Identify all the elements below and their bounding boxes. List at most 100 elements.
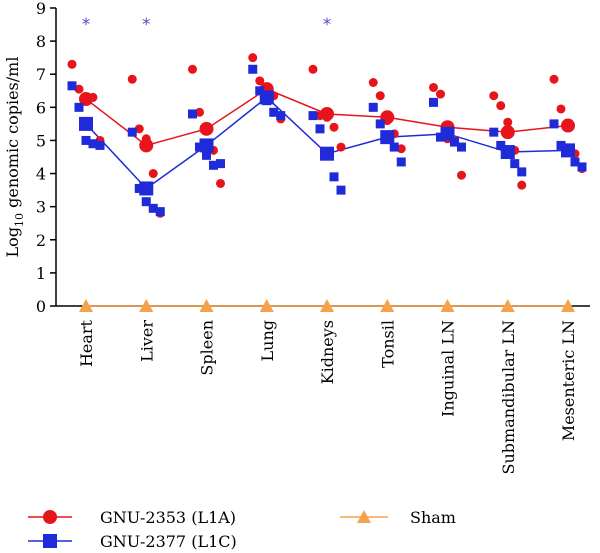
legend-label-gnu-2377: GNU-2377 (L1C) — [100, 532, 237, 551]
data-point-gnu-2377-l1c — [155, 207, 165, 217]
y-tick-label: 5 — [36, 131, 46, 150]
data-point-gnu-2377-l1c — [202, 150, 211, 160]
data-point-gnu-2377-l1c — [127, 127, 137, 137]
data-point-gnu-2377-l1c — [248, 64, 258, 74]
data-point-gnu-2353-l1a — [148, 169, 158, 179]
mean-marker-gnu-2377-l1c — [139, 181, 154, 196]
data-point-gnu-2353-l1a — [503, 117, 513, 127]
x-tick-label-kidneys: Kidneys — [318, 320, 337, 384]
mean-marker-gnu-2353-l1a — [79, 92, 93, 107]
data-point-gnu-2353-l1a — [329, 122, 339, 132]
data-point-gnu-2353-l1a — [517, 180, 527, 190]
data-point-gnu-2353-l1a — [429, 82, 438, 92]
data-point-gnu-2377-l1c — [148, 203, 158, 213]
data-point-gnu-2353-l1a — [216, 178, 225, 188]
data-point-gnu-2353-l1a — [556, 104, 566, 114]
x-tick-label-inguinal-ln: Inguinal LN — [439, 320, 458, 417]
mean-marker-gnu-2377-l1c — [440, 126, 455, 141]
y-tick-label: 1 — [36, 264, 46, 283]
data-point-gnu-2377-l1c — [216, 159, 225, 169]
data-point-gnu-2377-l1c — [315, 124, 325, 134]
data-point-gnu-2353-l1a — [336, 142, 346, 152]
significance-star-heart: * — [82, 15, 91, 35]
mean-marker-gnu-2377-l1c — [79, 116, 93, 131]
y-tick-label: 8 — [36, 32, 46, 51]
mean-marker-gnu-2377-l1c — [199, 138, 214, 153]
y-axis-title-base: Log — [3, 227, 22, 258]
mean-marker-sham — [79, 299, 93, 312]
y-tick-label: 9 — [36, 0, 46, 18]
data-point-gnu-2377-l1c — [141, 197, 151, 207]
data-point-gnu-2377-l1c — [429, 97, 438, 107]
data-point-gnu-2353-l1a — [195, 107, 204, 117]
data-point-gnu-2353-l1a — [375, 91, 385, 101]
x-tick-label-heart: Heart — [77, 319, 96, 367]
mean-marker-gnu-2377-l1c — [259, 90, 274, 105]
data-point-gnu-2377-l1c — [209, 160, 218, 170]
x-tick-label-submandibular-ln: Submandibular LN — [499, 320, 518, 474]
legend-item-gnu-2377: GNU-2377 (L1C) — [28, 532, 237, 551]
mean-marker-sham — [380, 299, 395, 312]
data-point-gnu-2353-l1a — [188, 64, 197, 74]
data-point-gnu-2353-l1a — [67, 59, 77, 69]
mean-marker-gnu-2353-l1a — [199, 121, 214, 136]
mean-marker-sham — [199, 299, 214, 312]
data-point-gnu-2377-l1c — [570, 157, 580, 167]
data-point-gnu-2377-l1c — [389, 142, 399, 152]
data-point-gnu-2353-l1a — [396, 144, 406, 154]
y-axis: Log10 genomic copies/ml 0 1 2 3 4 5 6 7 8 9 — [3, 0, 57, 316]
legend-marker-gnu-2353 — [43, 510, 57, 524]
data-points — [67, 53, 587, 312]
data-point-gnu-2353-l1a — [74, 84, 84, 94]
mean-marker-gnu-2377-l1c — [500, 145, 515, 160]
data-point-gnu-2377-l1c — [67, 81, 77, 91]
data-point-gnu-2353-l1a — [549, 74, 559, 84]
mean-marker-sham — [500, 299, 515, 312]
significance-star-kidneys: * — [323, 15, 332, 35]
mean-marker-sham — [259, 299, 274, 312]
mean-marker-sham — [320, 299, 334, 312]
y-tick-label: 0 — [36, 297, 46, 316]
x-tick-label-tonsil: Tonsil — [378, 320, 397, 368]
data-point-gnu-2377-l1c — [368, 102, 378, 112]
data-point-gnu-2377-l1c — [396, 157, 406, 167]
data-point-gnu-2353-l1a — [436, 89, 445, 99]
data-point-gnu-2353-l1a — [489, 91, 499, 101]
mean-marker-gnu-2353-l1a — [139, 138, 154, 153]
mean-marker-sham — [139, 299, 154, 312]
mean-marker-gnu-2377-l1c — [561, 143, 575, 158]
x-axis: Heart Liver Spleen Lung Kidneys Tonsil Inguina… — [56, 305, 590, 474]
legend: GNU-2353 (L1A) GNU-2377 (L1C) Sham — [28, 508, 456, 551]
data-point-gnu-2353-l1a — [457, 170, 466, 180]
legend-item-gnu-2353: GNU-2353 (L1A) — [28, 508, 236, 527]
data-point-gnu-2377-l1c — [457, 142, 466, 152]
data-point-gnu-2377-l1c — [450, 137, 459, 147]
legend-item-sham: Sham — [340, 508, 456, 527]
data-point-gnu-2377-l1c — [308, 111, 318, 121]
data-point-gnu-2377-l1c — [95, 140, 105, 150]
x-tick-label-mesenteric-ln: Mesenteric LN — [559, 320, 578, 441]
y-tick-label: 7 — [36, 65, 46, 84]
y-tick-label: 4 — [36, 165, 46, 184]
data-point-gnu-2353-l1a — [134, 124, 144, 134]
legend-marker-gnu-2377 — [43, 534, 57, 548]
data-point-gnu-2353-l1a — [127, 74, 137, 84]
data-point-gnu-2353-l1a — [248, 53, 258, 63]
data-point-gnu-2377-l1c — [375, 119, 385, 129]
x-tick-label-liver: Liver — [137, 320, 156, 362]
data-point-gnu-2353-l1a — [308, 64, 318, 74]
x-tick-label-lung: Lung — [258, 320, 277, 361]
data-point-gnu-2353-l1a — [496, 101, 506, 111]
significance-markers: * * * — [82, 15, 332, 35]
data-point-gnu-2377-l1c — [577, 162, 587, 172]
y-tick-label: 3 — [36, 198, 46, 217]
data-point-gnu-2377-l1c — [517, 167, 527, 177]
y-tick-label: 2 — [36, 231, 46, 250]
mean-marker-sham — [561, 299, 575, 312]
mean-marker-gnu-2377-l1c — [380, 130, 395, 145]
legend-label-gnu-2353: GNU-2353 (L1A) — [100, 508, 236, 527]
data-point-gnu-2377-l1c — [336, 185, 346, 195]
significance-star-liver: * — [142, 15, 151, 35]
mean-marker-gnu-2353-l1a — [500, 125, 515, 140]
y-axis-title: Log10 genomic copies/ml — [3, 57, 26, 258]
